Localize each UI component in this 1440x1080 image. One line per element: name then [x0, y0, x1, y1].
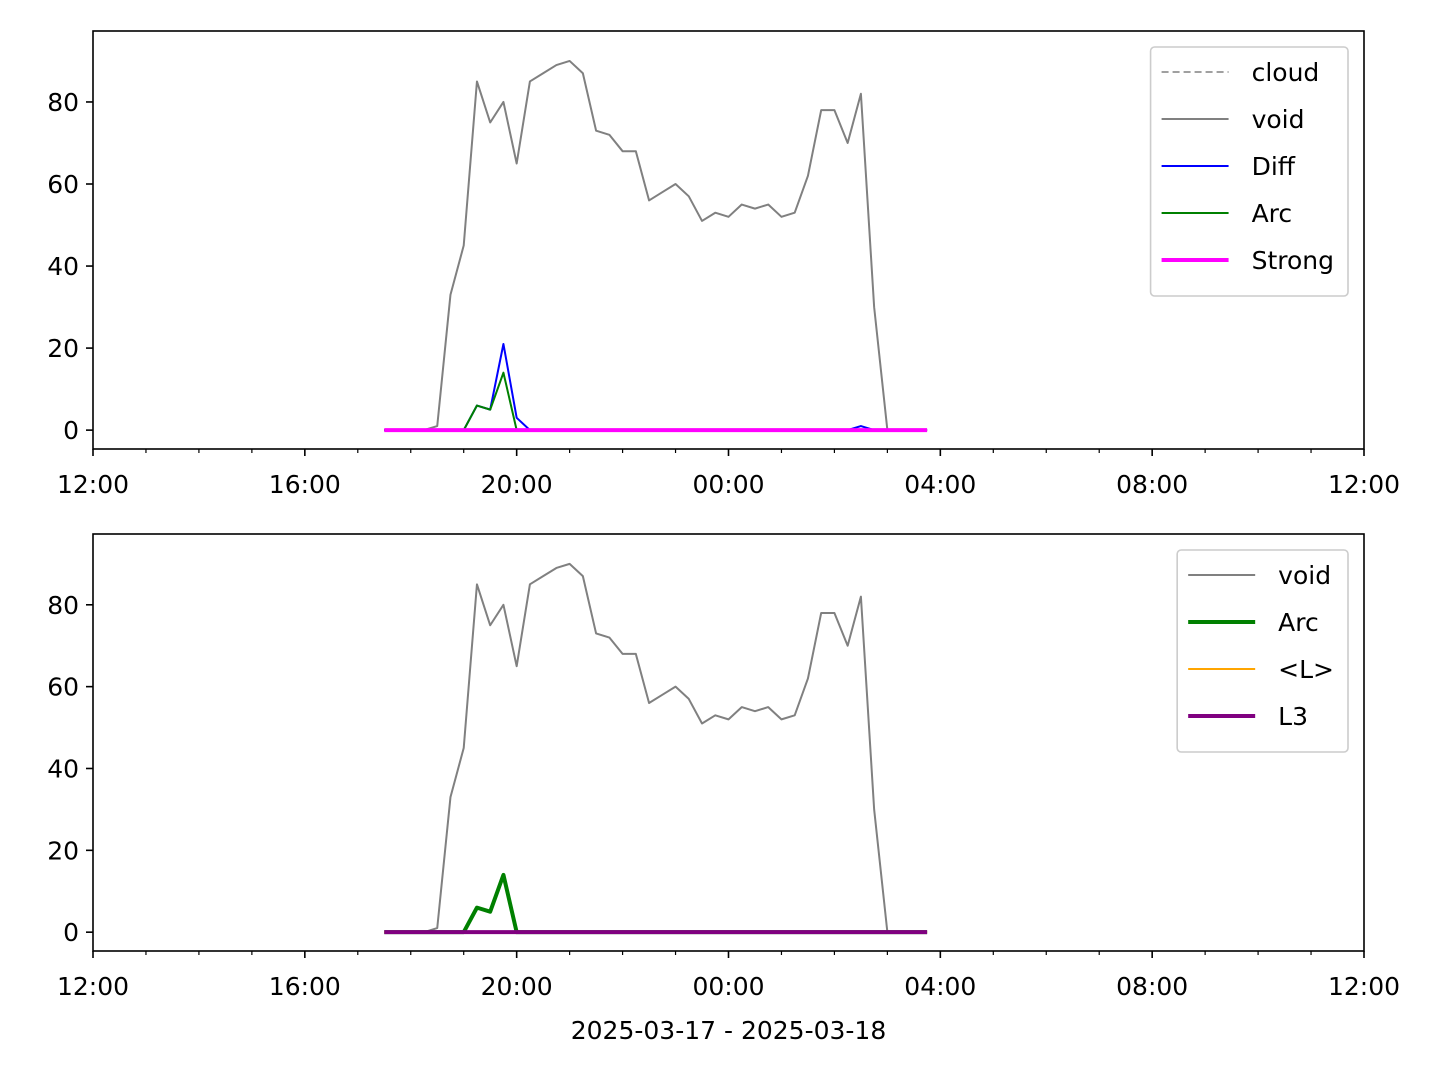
- x-tick-label: 12:00: [1328, 972, 1400, 1001]
- x-tick-label: 12:00: [1328, 470, 1400, 499]
- y-tick-label: 40: [47, 252, 79, 281]
- y-tick-label: 80: [47, 591, 79, 620]
- x-tick-label: 16:00: [269, 470, 341, 499]
- y-tick-label: 0: [63, 416, 79, 445]
- plot-frame: [92, 30, 1365, 450]
- y-tick-label: 80: [47, 88, 79, 117]
- series-line: [384, 342, 928, 432]
- legend-label: void: [1252, 105, 1305, 134]
- y-tick-label: 0: [63, 918, 79, 947]
- x-axis-label: 2025-03-17 - 2025-03-18: [571, 1016, 887, 1045]
- x-tick-label: 12:00: [57, 972, 129, 1001]
- x-tick-label: 00:00: [692, 470, 764, 499]
- legend-label: Arc: [1252, 199, 1293, 228]
- y-tick-label: 20: [47, 334, 79, 363]
- y-tick-label: 20: [47, 836, 79, 865]
- series-line: [384, 59, 928, 432]
- legend-label: cloud: [1252, 58, 1320, 87]
- plot-frame: [92, 533, 1365, 952]
- x-tick-label: 04:00: [904, 470, 976, 499]
- legend-frame: [1176, 549, 1349, 753]
- x-tick-label: 08:00: [1116, 972, 1188, 1001]
- x-tick-label: 12:00: [57, 470, 129, 499]
- x-tick-label: 04:00: [904, 972, 976, 1001]
- x-tick-label: 16:00: [269, 972, 341, 1001]
- x-tick-label: 20:00: [481, 972, 553, 1001]
- series-line: [384, 562, 928, 934]
- y-tick-label: 60: [47, 673, 79, 702]
- legend-label: Arc: [1278, 608, 1319, 637]
- legend-label: void: [1278, 561, 1331, 590]
- x-tick-label: 20:00: [481, 470, 553, 499]
- series-line: [384, 872, 928, 935]
- subplot: 0 20 40 60 80 12:00 16:00 20:00 00:00 04:00 08:00 1…: [47, 30, 1400, 499]
- legend-label: Strong: [1252, 246, 1334, 275]
- legend-label: Diff: [1252, 152, 1296, 181]
- x-tick-label: 00:00: [692, 972, 764, 1001]
- legend: cloud void Diff Arc Strong: [1149, 46, 1349, 297]
- y-tick-label: 40: [47, 754, 79, 783]
- subplot: 0 20 40 60 80 12:00 16:00 20:00 00:00 04:00 08:00 1…: [47, 533, 1400, 1045]
- legend-label: L3: [1278, 702, 1308, 731]
- legend-label: <L>: [1278, 655, 1334, 684]
- legend-frame: [1149, 46, 1349, 297]
- x-tick-label: 08:00: [1116, 470, 1188, 499]
- y-tick-label: 60: [47, 170, 79, 199]
- series-line: [384, 371, 928, 432]
- legend: void Arc <L> L3: [1176, 549, 1349, 753]
